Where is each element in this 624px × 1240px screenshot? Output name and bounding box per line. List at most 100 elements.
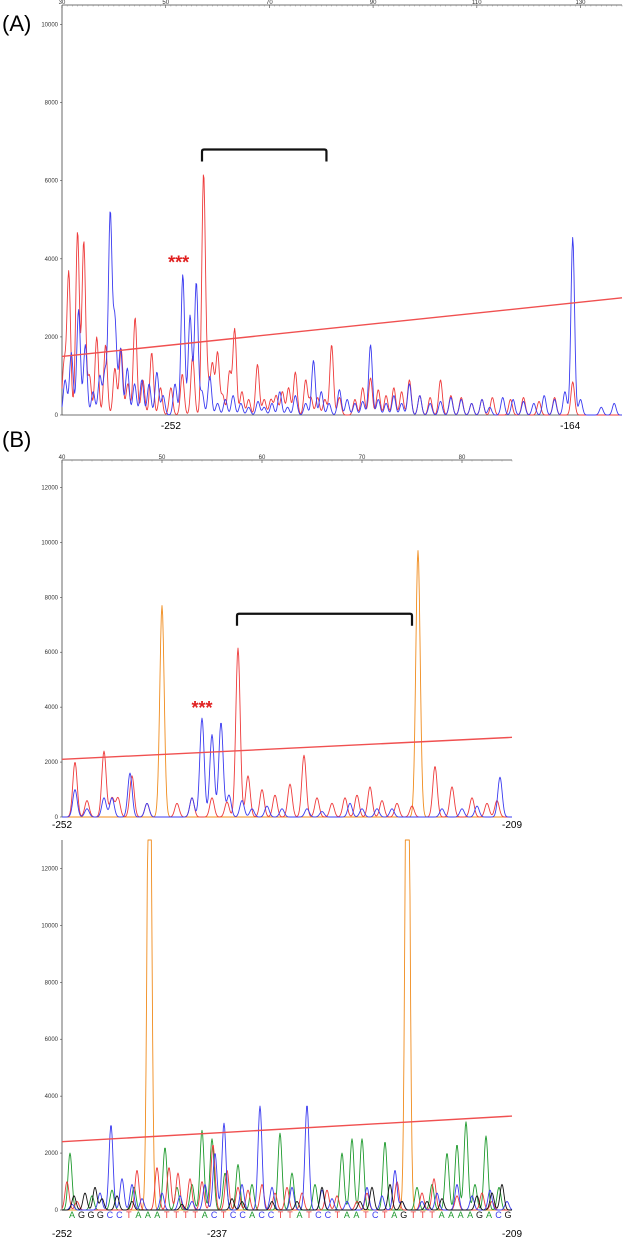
base-call: A (486, 1210, 492, 1220)
panel-a-label: (A) (2, 11, 32, 36)
x-tick-label: 70 (359, 455, 366, 461)
base-call: T (335, 1210, 341, 1220)
base-call: A (448, 1210, 454, 1220)
base-call: A (249, 1210, 255, 1220)
base-call: T (221, 1210, 227, 1220)
base-call: T (420, 1210, 426, 1220)
y-tick-label: 10000 (41, 540, 58, 546)
base-call: C (495, 1210, 502, 1220)
base-call: A (154, 1210, 160, 1220)
base-call: T (192, 1210, 198, 1220)
x-tick-label: 90 (370, 0, 377, 6)
bracket (200, 148, 328, 162)
base-call: A (439, 1210, 445, 1220)
x-tick-label: 40 (59, 455, 66, 461)
position-label: -252 (52, 1229, 72, 1240)
base-call: A (145, 1210, 151, 1220)
base-call: A (467, 1210, 473, 1220)
y-tick-label: 10000 (41, 923, 58, 929)
y-tick-label: 12000 (41, 866, 58, 872)
base-call: G (78, 1210, 85, 1220)
panel-b-label: (B) (2, 427, 32, 452)
base-call: G (476, 1210, 483, 1220)
x-tick-label: 60 (259, 455, 266, 461)
chart-a: 0 2000 4000 6000 8000 10000 30 50 70 90 110 130 *** -… (41, 0, 623, 432)
y-tick-label: 0 (55, 1208, 59, 1214)
x-tick-label: 30 (59, 0, 66, 6)
x-tick-label: 130 (576, 0, 587, 6)
base-call: C (315, 1210, 322, 1220)
x-tick-label: 50 (162, 0, 169, 6)
y-tick-label: 4000 (45, 257, 59, 263)
y-tick-label: 2000 (45, 335, 59, 341)
base-call: T (174, 1210, 180, 1220)
base-call: C (107, 1210, 114, 1220)
base-call: G (400, 1210, 407, 1220)
threshold-line (61, 1115, 513, 1143)
base-call: A (69, 1210, 75, 1220)
bracket (235, 612, 414, 626)
base-call: T (429, 1210, 435, 1220)
trace-red (62, 647, 512, 818)
y-tick-label: 6000 (45, 179, 59, 185)
base-call: C (211, 1210, 218, 1220)
base-call: C (116, 1210, 123, 1220)
base-call: C (325, 1210, 332, 1220)
x-tick-label: 80 (459, 455, 466, 461)
x-tick-label: 110 (472, 0, 482, 6)
trace-red (61, 1144, 512, 1211)
position-label: -209 (502, 820, 522, 831)
y-tick-label: 12000 (41, 485, 58, 491)
base-call: A (202, 1210, 208, 1220)
y-tick-label: 6000 (45, 650, 59, 656)
threshold-line (61, 736, 513, 761)
base-call: T (287, 1210, 293, 1220)
base-call: C (258, 1210, 265, 1220)
y-tick-label: 10000 (41, 23, 58, 29)
trace-blue (61, 211, 623, 416)
base-call: T (126, 1210, 132, 1220)
base-call: T (306, 1210, 312, 1220)
base-call: C (268, 1210, 275, 1220)
base-call: A (296, 1210, 302, 1220)
position-label: -164 (560, 421, 580, 432)
base-call: T (164, 1210, 170, 1220)
trace-orange (62, 839, 512, 1211)
base-call: C (230, 1210, 237, 1220)
chart-b-bottom: 0 2000 4000 6000 8000 10000 12000 -252 -237 -209 A… (41, 839, 522, 1240)
position-label: -252 (52, 820, 72, 831)
x-tick-label: 50 (159, 455, 166, 461)
base-call: T (183, 1210, 189, 1220)
trace-red (61, 174, 622, 416)
base-call: T (363, 1210, 369, 1220)
chart-b-top: 0 2000 4000 6000 8000 10000 12000 40 50 60 70 80 ***… (41, 455, 522, 831)
significance-asterisks: *** (168, 253, 189, 273)
base-call: A (458, 1210, 464, 1220)
y-tick-label: 8000 (45, 980, 59, 986)
base-call: C (372, 1210, 379, 1220)
y-tick-label: 8000 (45, 101, 59, 107)
threshold-line (61, 297, 623, 358)
base-call: A (391, 1210, 397, 1220)
position-label: -237 (207, 1229, 227, 1240)
base-call: T (410, 1210, 416, 1220)
y-tick-label: 0 (55, 815, 59, 821)
base-call: G (97, 1210, 104, 1220)
x-tick-label: 70 (266, 0, 273, 6)
base-call: A (135, 1210, 141, 1220)
base-call: T (278, 1210, 284, 1220)
base-call: A (344, 1210, 350, 1220)
y-tick-label: 2000 (45, 760, 59, 766)
base-call: T (382, 1210, 388, 1220)
position-label: -252 (161, 421, 181, 432)
trace-black (62, 1183, 512, 1211)
significance-asterisks: *** (191, 698, 212, 718)
y-tick-label: 6000 (45, 1037, 59, 1043)
base-call: G (504, 1210, 511, 1220)
trace-blue (62, 717, 512, 818)
trace-green (61, 1121, 512, 1211)
base-call: C (239, 1210, 246, 1220)
base-call: A (353, 1210, 359, 1220)
trace-blue (62, 1105, 513, 1211)
